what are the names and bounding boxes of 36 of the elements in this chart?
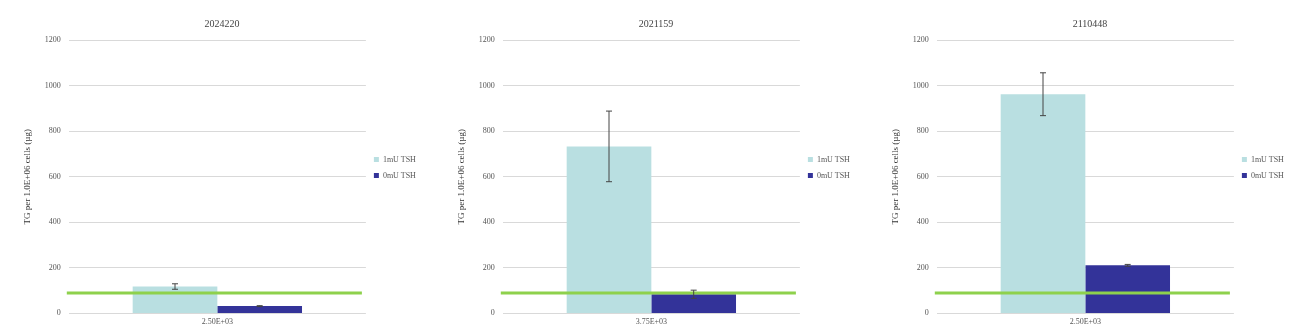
legend-label: 1mU TSH: [382, 154, 417, 164]
y-tick-label: 0: [490, 308, 495, 318]
y-tick-label: 200: [48, 262, 61, 272]
y-tick-label: 400: [482, 217, 495, 227]
x-tick-label: 2.50E+03: [1069, 317, 1102, 327]
y-tick-label: 800: [916, 126, 929, 136]
legend-label: 1mU TSH: [1250, 154, 1285, 164]
y-tick-label: 800: [482, 126, 495, 136]
y-axis-title: TG per 1.0E+06 cells (µg): [21, 128, 32, 225]
chart-title: 2024220: [204, 17, 240, 29]
y-tick-label: 1200: [478, 35, 495, 45]
y-tick-label: 200: [482, 262, 495, 272]
y-tick-label: 1000: [44, 80, 61, 90]
chart-title: 2110448: [1072, 17, 1108, 29]
legend-label: 0mU TSH: [1250, 170, 1285, 180]
y-axis-title: TG per 1.0E+06 cells (µg): [455, 128, 466, 225]
chart-title: 2021159: [638, 17, 674, 29]
y-tick-label: 800: [48, 126, 61, 136]
x-tick-label: 3.75E+03: [635, 317, 668, 327]
y-tick-label: 0: [56, 308, 61, 318]
y-tick-label: 1000: [912, 80, 929, 90]
y-tick-label: 200: [916, 262, 929, 272]
y-axis-title: TG per 1.0E+06 cells (µg): [889, 128, 900, 225]
y-tick-label: 1200: [912, 35, 929, 45]
y-tick-label: 600: [916, 171, 929, 181]
y-tick-label: 400: [916, 217, 929, 227]
y-tick-label: 0: [924, 308, 929, 318]
legend-label: 0mU TSH: [816, 170, 851, 180]
y-tick-label: 600: [482, 171, 495, 181]
y-tick-label: 1000: [478, 80, 495, 90]
y-tick-label: 400: [48, 217, 61, 227]
legend-label: 0mU TSH: [382, 170, 417, 180]
y-tick-label: 600: [48, 171, 61, 181]
x-tick-label: 2.50E+03: [201, 317, 234, 327]
legend-label: 1mU TSH: [816, 154, 851, 164]
y-tick-label: 1200: [44, 35, 61, 45]
